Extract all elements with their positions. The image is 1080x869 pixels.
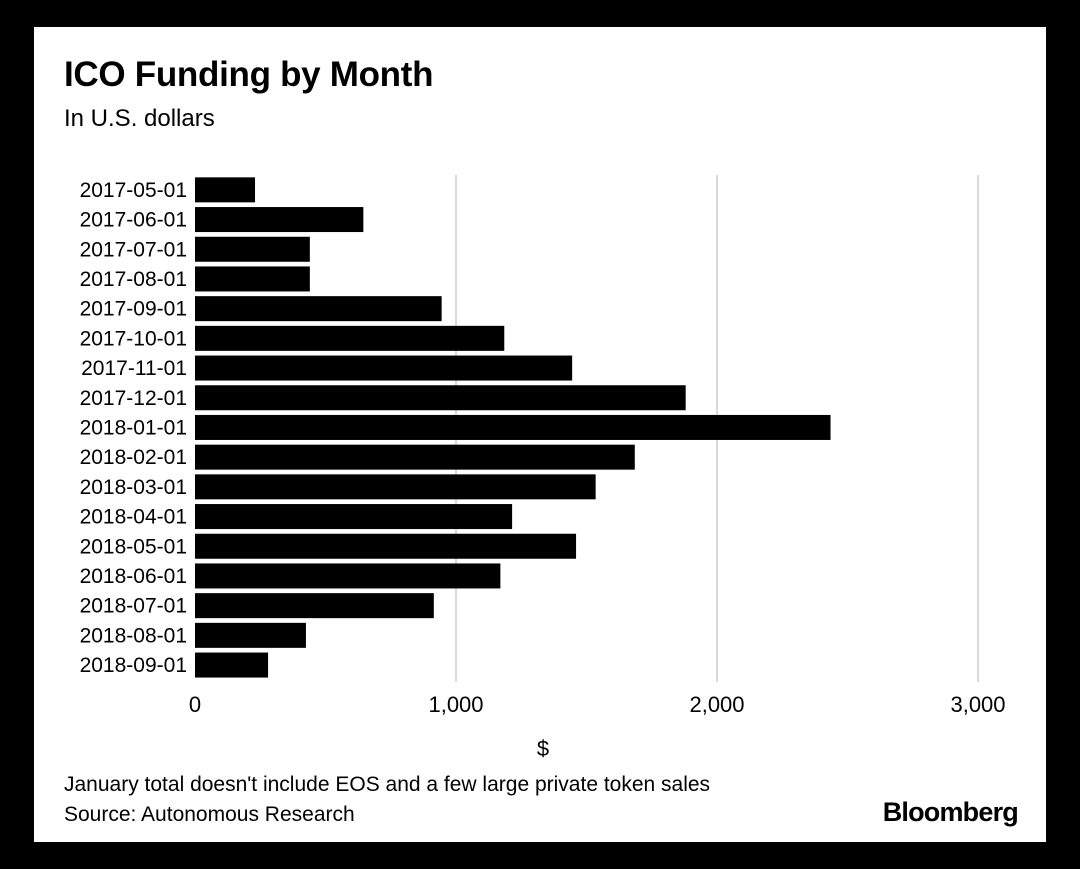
x-tick-label: 1,000 xyxy=(428,692,483,717)
category-label: 2017-06-01 xyxy=(80,209,187,232)
category-label: 2018-09-01 xyxy=(80,654,187,677)
category-label: 2018-03-01 xyxy=(80,476,187,499)
category-label: 2017-08-01 xyxy=(80,268,187,291)
source-note: Source: Autonomous Research xyxy=(64,803,355,826)
bar-2018-03-01 xyxy=(195,474,596,500)
bar-2018-01-01 xyxy=(195,414,831,440)
bar-2017-09-01 xyxy=(195,296,442,322)
category-label: 2017-10-01 xyxy=(80,327,187,350)
bar-2018-09-01 xyxy=(195,652,269,678)
category-label: 2018-07-01 xyxy=(80,595,187,618)
bar-2018-06-01 xyxy=(195,563,501,589)
x-tick-label: 2,000 xyxy=(689,692,744,717)
bars xyxy=(195,177,831,678)
bar-2018-07-01 xyxy=(195,593,434,619)
bar-2018-05-01 xyxy=(195,533,577,559)
x-tick-labels: 0 1,000 2,000 3,000 xyxy=(189,692,1006,717)
category-labels: 2017-05-01 2017-06-01 2017-07-01 2017-08-01… xyxy=(80,179,187,677)
category-label: 2018-04-01 xyxy=(80,506,187,529)
category-label: 2018-08-01 xyxy=(80,624,187,647)
category-label: 2018-01-01 xyxy=(80,416,187,439)
x-axis-label: $ xyxy=(537,736,549,761)
category-label: 2017-09-01 xyxy=(80,298,187,321)
category-label: 2018-05-01 xyxy=(80,535,187,558)
bar-2017-07-01 xyxy=(195,236,310,262)
bar-2017-12-01 xyxy=(195,385,686,411)
category-label: 2017-05-01 xyxy=(80,179,187,202)
x-tick-label: 3,000 xyxy=(950,692,1005,717)
bar-2017-05-01 xyxy=(195,177,256,203)
bar-2018-04-01 xyxy=(195,504,513,530)
category-label: 2018-06-01 xyxy=(80,565,187,588)
footnote: January total doesn't include EOS and a … xyxy=(64,773,711,796)
category-label: 2017-07-01 xyxy=(80,238,187,261)
bar-2017-11-01 xyxy=(195,355,573,381)
bar-2017-06-01 xyxy=(195,207,364,233)
chart-card: ICO Funding by Month In U.S. dollars 201… xyxy=(34,27,1046,842)
bloomberg-logo: Bloomberg xyxy=(882,797,1019,827)
bar-2018-08-01 xyxy=(195,622,306,648)
category-label: 2017-11-01 xyxy=(81,357,187,380)
chart-subtitle: In U.S. dollars xyxy=(64,105,215,132)
bar-2017-08-01 xyxy=(195,266,310,292)
bar-2017-10-01 xyxy=(195,325,505,351)
bar-2018-02-01 xyxy=(195,444,635,470)
x-tick-label: 0 xyxy=(189,692,201,717)
bar-chart: 2017-05-01 2017-06-01 2017-07-01 2017-08-01… xyxy=(80,175,1006,761)
category-label: 2018-02-01 xyxy=(80,446,187,469)
chart-title: ICO Funding by Month xyxy=(64,55,434,94)
category-label: 2017-12-01 xyxy=(80,387,187,410)
